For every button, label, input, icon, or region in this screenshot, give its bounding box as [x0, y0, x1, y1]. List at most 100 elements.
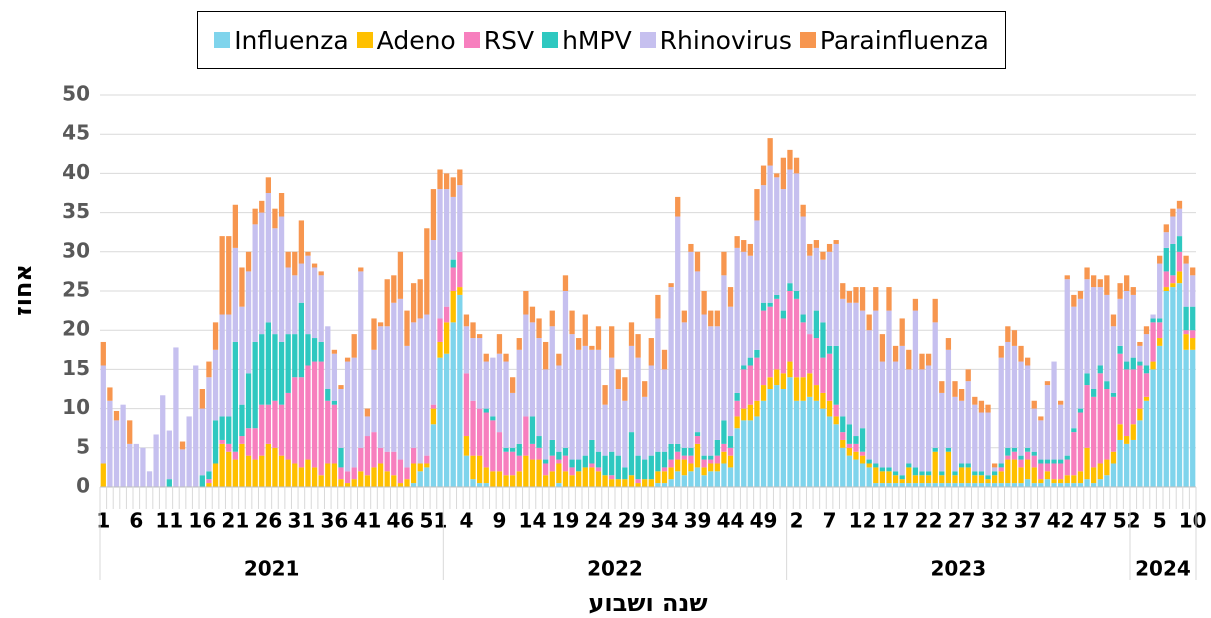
bar-segment	[998, 345, 1004, 358]
x-tick-label: 10	[1179, 509, 1207, 533]
bar-segment	[793, 291, 800, 299]
bar-segment	[668, 479, 674, 487]
bar-segment	[826, 400, 833, 417]
bar-segment	[939, 381, 945, 393]
bar-segment	[965, 381, 971, 464]
y-tick-label: 30	[62, 238, 90, 262]
bar-segment	[589, 349, 595, 440]
bar-segment	[754, 349, 760, 358]
bar-segment	[688, 251, 694, 448]
bar-segment	[906, 467, 912, 484]
bar-segment	[285, 267, 291, 335]
bar-segment	[985, 475, 991, 480]
bar-segment	[833, 416, 839, 425]
bar-segment	[793, 157, 800, 174]
bar-segment	[470, 400, 476, 456]
bar-segment	[1190, 275, 1196, 307]
bar-segment	[919, 369, 925, 472]
bar-segment	[985, 479, 991, 484]
bar-segment	[510, 475, 516, 487]
bar-segment	[576, 338, 582, 350]
bar-segment	[807, 373, 813, 397]
bar-segment	[410, 447, 417, 464]
bar-segment	[146, 471, 153, 487]
bar-segment	[430, 424, 437, 487]
bar-segment	[668, 443, 674, 460]
bar-segment	[476, 455, 483, 484]
bar-segment	[305, 365, 311, 460]
bar-segment	[457, 169, 463, 186]
bar-segment	[675, 451, 681, 460]
bar-segment	[410, 322, 417, 448]
bar-segment	[694, 432, 701, 437]
bar-segment	[642, 396, 648, 460]
bar-segment	[325, 463, 331, 487]
bar-segment	[305, 334, 311, 366]
bar-segment	[582, 467, 588, 487]
bar-segment	[688, 455, 694, 464]
bar-segment	[226, 236, 232, 315]
bar-segment	[351, 479, 357, 487]
bar-segment	[1150, 318, 1156, 323]
bar-segment	[536, 447, 542, 460]
bar-segment	[628, 322, 635, 346]
bar-segment	[245, 428, 252, 456]
bar-segment	[1064, 459, 1070, 476]
bar-segment	[331, 349, 338, 354]
bar-segment	[1038, 416, 1044, 421]
bar-segment	[1077, 412, 1084, 472]
bar-segment	[543, 459, 549, 464]
bar-segment	[939, 483, 945, 487]
bar-segment	[813, 247, 820, 311]
bar-segment	[193, 365, 199, 487]
bar-segment	[899, 479, 905, 484]
bar-segment	[292, 334, 298, 378]
bar-segment	[774, 298, 780, 370]
bar-segment	[622, 400, 628, 468]
bar-segment	[958, 389, 965, 401]
bar-segment	[1150, 322, 1156, 362]
bar-segment	[866, 314, 872, 331]
bar-segment	[1077, 408, 1084, 413]
bar-segment	[708, 455, 714, 460]
bar-segment	[655, 483, 661, 487]
bar-segment	[536, 318, 542, 339]
bar-segment	[1091, 275, 1097, 288]
bar-segment	[767, 377, 773, 389]
bar-segment	[932, 483, 938, 487]
bar-segment	[483, 467, 489, 484]
bar-segment	[536, 436, 542, 448]
bar-segment	[1064, 483, 1070, 487]
bar-segment	[813, 310, 820, 339]
bar-segment	[437, 318, 443, 342]
bar-segment	[1130, 424, 1136, 440]
bar-segment	[450, 291, 456, 323]
bar-segment	[708, 459, 714, 464]
bar-segment	[628, 475, 635, 487]
bar-segment	[998, 357, 1004, 464]
bar-segment	[991, 475, 998, 484]
x-tick-label: 1	[96, 509, 110, 533]
bar-segment	[886, 467, 892, 472]
bar-segment	[648, 479, 654, 487]
y-tick-label: 15	[62, 356, 90, 380]
bar-segment	[1190, 330, 1196, 339]
bar-segment	[107, 400, 113, 487]
bar-segment	[813, 240, 820, 248]
bar-segment	[595, 326, 602, 350]
bar-segment	[1044, 479, 1051, 487]
legend-swatch	[214, 32, 231, 48]
bar-segment	[265, 193, 272, 323]
bar-segment	[1157, 322, 1163, 339]
bar-segment	[1058, 404, 1064, 460]
bar-segment	[285, 334, 291, 393]
bar-segment	[325, 400, 331, 464]
bar-segment	[272, 334, 278, 401]
bar-segment	[1038, 479, 1044, 484]
bar-segment	[754, 189, 760, 221]
bar-segment	[1077, 483, 1084, 487]
bar-segment	[556, 353, 562, 366]
bar-segment	[820, 408, 826, 487]
bar-segment	[510, 392, 516, 448]
bar-segment	[747, 404, 753, 421]
